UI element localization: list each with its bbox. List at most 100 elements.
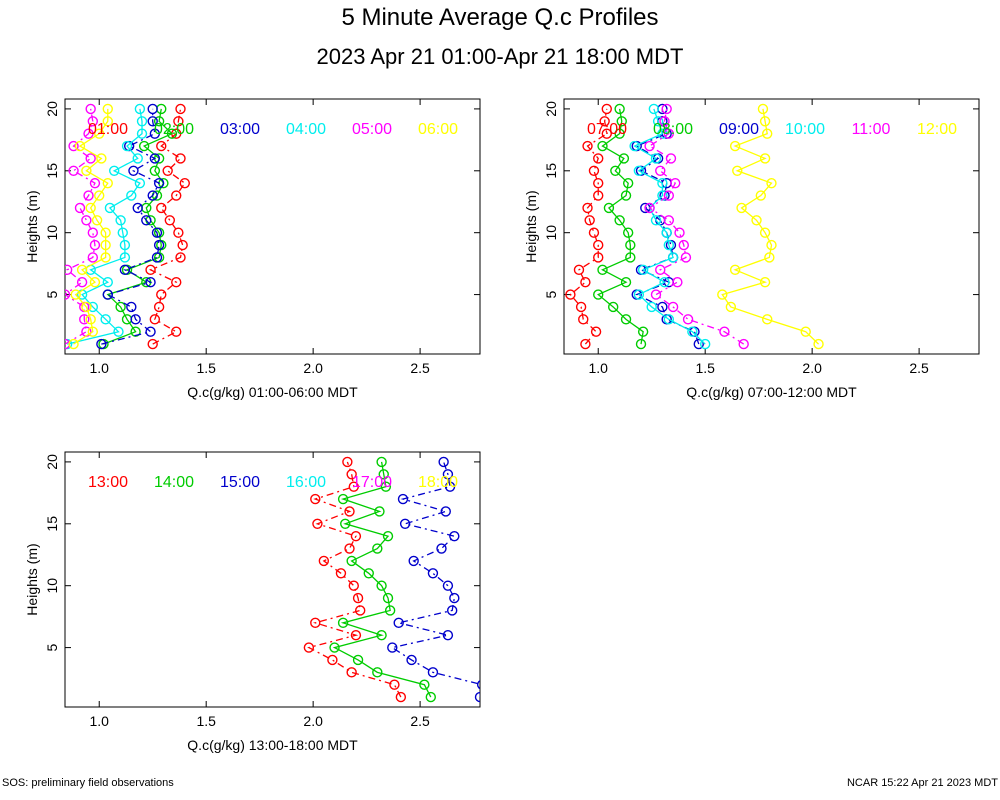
data-point <box>350 530 362 542</box>
data-layer <box>565 103 824 350</box>
x-tick-label: 2.0 <box>303 360 323 376</box>
data-point <box>76 264 88 276</box>
data-point <box>680 252 692 263</box>
legend-entry-14:00: 14:00 <box>154 474 194 491</box>
data-point <box>759 116 771 127</box>
series-line-09:00 <box>635 108 700 345</box>
legend-entry-05:00: 05:00 <box>352 121 392 138</box>
data-point <box>661 227 672 238</box>
data-point <box>593 153 604 164</box>
data-point <box>318 555 330 567</box>
y-tick-label: 15 <box>44 163 60 179</box>
data-point <box>597 140 608 152</box>
data-point <box>616 116 627 127</box>
data-point <box>115 215 126 226</box>
x-tick-label: 1.0 <box>89 360 109 376</box>
data-point <box>608 301 619 313</box>
y-tick-label: 10 <box>44 225 60 241</box>
data-point <box>126 190 137 201</box>
data-point <box>593 177 604 189</box>
data-point <box>582 202 593 214</box>
data-point <box>406 654 417 666</box>
series-line-08:00 <box>597 108 644 345</box>
data-point <box>650 215 662 226</box>
y-tick-label: 20 <box>44 454 60 470</box>
data-point <box>678 239 689 251</box>
data-point <box>427 568 439 579</box>
data-point <box>603 202 615 214</box>
data-point <box>344 506 355 517</box>
x-tick-label: 2.5 <box>410 360 430 376</box>
data-point <box>68 165 79 176</box>
data-point <box>601 103 612 115</box>
data-point <box>113 326 124 337</box>
data-point <box>175 252 186 263</box>
data-point <box>387 642 398 653</box>
data-point <box>376 580 387 591</box>
data-point <box>128 165 139 176</box>
data-point <box>74 202 86 214</box>
legend-entry-01:00: 01:00 <box>88 121 128 138</box>
data-point <box>352 592 364 604</box>
x-tick-label: 2.0 <box>303 713 323 729</box>
data-point <box>87 252 99 263</box>
data-point <box>665 153 677 164</box>
data-point <box>762 314 773 325</box>
data-point <box>344 543 355 554</box>
data-point <box>94 128 105 139</box>
data-point <box>637 326 649 337</box>
data-point <box>100 227 111 238</box>
data-point <box>346 555 357 567</box>
data-point <box>310 617 321 629</box>
data-point <box>177 239 188 251</box>
y-tick-label: 10 <box>44 578 60 594</box>
data-point <box>145 264 156 276</box>
x-axis-label: Q.c(g/kg) 13:00-18:00 MDT <box>187 737 358 753</box>
data-point <box>348 580 359 591</box>
data-point <box>376 456 387 468</box>
data-point <box>173 116 184 127</box>
data-point <box>599 116 610 127</box>
data-point <box>79 314 90 325</box>
data-point <box>85 202 96 214</box>
data-point <box>425 691 436 703</box>
data-point <box>657 177 668 189</box>
data-point <box>578 314 589 325</box>
data-point <box>102 289 113 300</box>
data-point <box>138 140 150 152</box>
data-point <box>629 140 640 152</box>
data-point <box>729 140 741 152</box>
data-point <box>173 227 184 238</box>
data-point <box>171 277 182 288</box>
data-point <box>813 338 824 350</box>
data-point <box>644 202 655 214</box>
legend-entry-04:00: 04:00 <box>286 121 326 138</box>
data-point <box>162 165 173 176</box>
data-point <box>395 691 407 703</box>
series-line-12:00 <box>721 108 820 345</box>
data-point <box>126 301 137 313</box>
data-point <box>590 326 602 337</box>
data-point <box>346 469 357 480</box>
data-point <box>121 140 133 152</box>
data-point <box>588 227 600 238</box>
data-point <box>601 128 612 139</box>
data-point <box>661 103 672 115</box>
chart-title: 5 Minute Average Q.c Profiles <box>341 4 659 31</box>
data-point <box>102 103 113 115</box>
legend-entry-07:00: 07:00 <box>587 121 627 138</box>
data-point <box>89 277 101 288</box>
data-point <box>355 605 366 616</box>
data-point <box>757 103 769 115</box>
data-point <box>573 264 585 276</box>
x-tick-label: 2.5 <box>909 360 929 376</box>
data-point <box>637 264 649 276</box>
data-point <box>444 481 456 492</box>
data-point <box>156 202 167 214</box>
legend-entry-12:00: 12:00 <box>917 121 957 138</box>
panel-3: 1.0 1.5 2.0 2.5 5 10 15 20 Q.c(g/kg) 13:00-18:00… <box>24 451 481 753</box>
data-point <box>633 165 645 176</box>
data-point <box>171 190 182 201</box>
data-point <box>759 227 771 238</box>
